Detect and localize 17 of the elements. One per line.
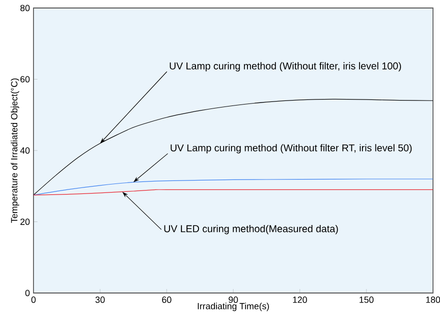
annotation: UV Lamp curing method (Without filter, iris level 100): [170, 62, 401, 72]
x-tick-label: 60: [162, 296, 172, 303]
y-tick-label: 60: [20, 76, 30, 82]
x-tick-label: 180: [426, 296, 440, 303]
x-axis-title: Irradiating Time(s): [198, 302, 269, 312]
x-tick-label: 30: [95, 296, 105, 303]
y-tick-label: 80: [20, 4, 30, 12]
y-axis-title: Temperature of Irradiated Object(°C): [10, 78, 20, 223]
y-tick-label: 20: [20, 218, 30, 225]
annotation: UV Lamp curing method (Without filter RT, iris level 50): [170, 144, 412, 154]
x-tick-label: 0: [31, 296, 36, 303]
y-tick-label: 0: [25, 290, 30, 296]
annotation: UV LED curing method(Measured data): [164, 224, 338, 234]
x-tick-label: 90: [228, 296, 238, 303]
x-tick-label: 150: [360, 296, 374, 303]
y-tick-label: 40: [20, 147, 30, 154]
x-tick-label: 120: [293, 296, 307, 303]
